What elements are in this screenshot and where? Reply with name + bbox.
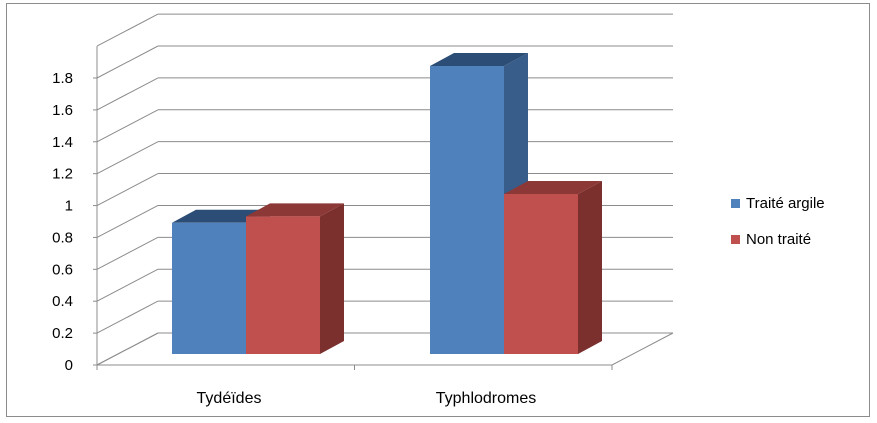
legend-label: Traité argile [746, 195, 825, 212]
y-tick-label: 0.2 [52, 325, 73, 342]
bar-front [246, 216, 320, 354]
gridline-diagonal [96, 236, 159, 270]
y-tick-label: 1.4 [52, 134, 73, 151]
bars [172, 53, 602, 354]
bar-side [578, 181, 602, 354]
gridline-diagonal [96, 141, 159, 175]
y-tick-label: 1.6 [52, 102, 73, 119]
y-tick-label: 0.6 [52, 261, 73, 278]
gridline-diagonal [96, 268, 159, 302]
x-axis-category-labels: Tydéïdes Typhlodromes [197, 390, 537, 407]
legend-label: Non traité [746, 231, 811, 248]
chart-axes [93, 46, 613, 370]
gridline-diagonal [96, 332, 159, 366]
legend-swatch [731, 199, 740, 208]
legend-swatch [731, 235, 740, 244]
x-category-label: Tydéïdes [197, 390, 262, 407]
y-tick-label: 0.4 [52, 293, 73, 310]
gridline-diagonal [96, 109, 159, 143]
bar-front [430, 66, 504, 354]
gridline-diagonal [96, 45, 159, 79]
gridline-diagonal [96, 77, 159, 111]
gridline-diagonal [96, 300, 159, 334]
y-tick-label: 1 [65, 198, 73, 215]
x-category-label: Typhlodromes [436, 390, 537, 407]
gridline-diagonal [96, 173, 159, 206]
bar-front [172, 222, 246, 354]
bar-front [504, 194, 578, 354]
y-tick-label: 0 [65, 357, 73, 374]
bar-top [430, 53, 528, 66]
gridline-diagonal [96, 205, 159, 238]
y-tick-label: 1.8 [52, 70, 73, 87]
gridline-diagonal [96, 13, 159, 47]
y-axis-tick-labels: 0 0.2 0.4 0.6 0.8 1 1.2 1.4 1.6 1.8 [52, 70, 73, 374]
y-tick-label: 0.8 [52, 229, 73, 246]
bar-top [246, 203, 344, 217]
legend: Traité argile Non traité [731, 195, 825, 248]
bar-Tydéïdes-Non traité [246, 203, 344, 354]
bar-Typhlodromes-Non traité [504, 181, 602, 354]
bar-top [172, 209, 270, 223]
bar-side [320, 203, 344, 354]
y-tick-label: 1.2 [52, 166, 73, 183]
bar-top [504, 181, 602, 194]
